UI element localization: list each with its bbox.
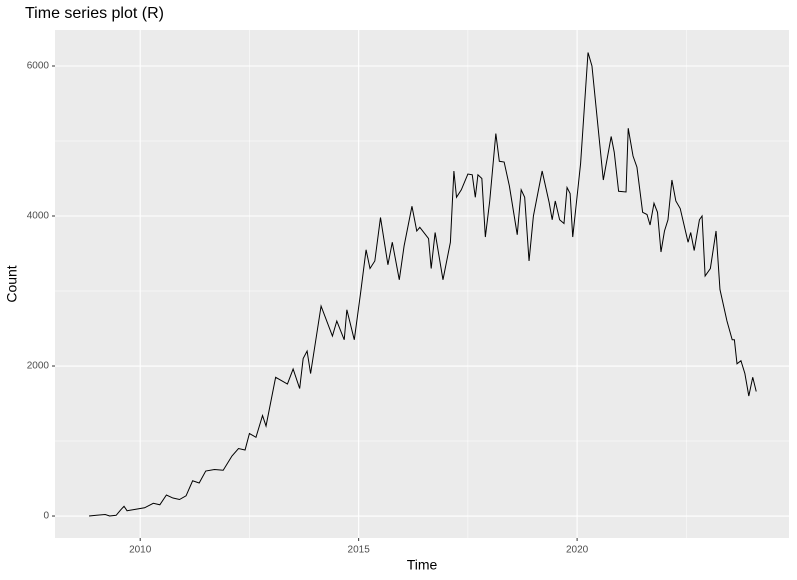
- y-axis-label: Count: [4, 265, 20, 302]
- y-tick-label: 4000: [27, 211, 50, 222]
- y-tick-label: 6000: [27, 61, 50, 72]
- panel: [55, 30, 789, 538]
- line: [89, 52, 757, 517]
- x-axis-label: Time: [407, 557, 438, 573]
- x-tick-label: 2010: [129, 545, 152, 556]
- y-tick-label: 2000: [27, 361, 50, 372]
- chart-title: Time series plot (R): [25, 5, 164, 22]
- x-tick-label: 2020: [566, 545, 589, 556]
- y-tick-label: 0: [43, 511, 49, 522]
- x-tick-label: 2015: [348, 545, 371, 556]
